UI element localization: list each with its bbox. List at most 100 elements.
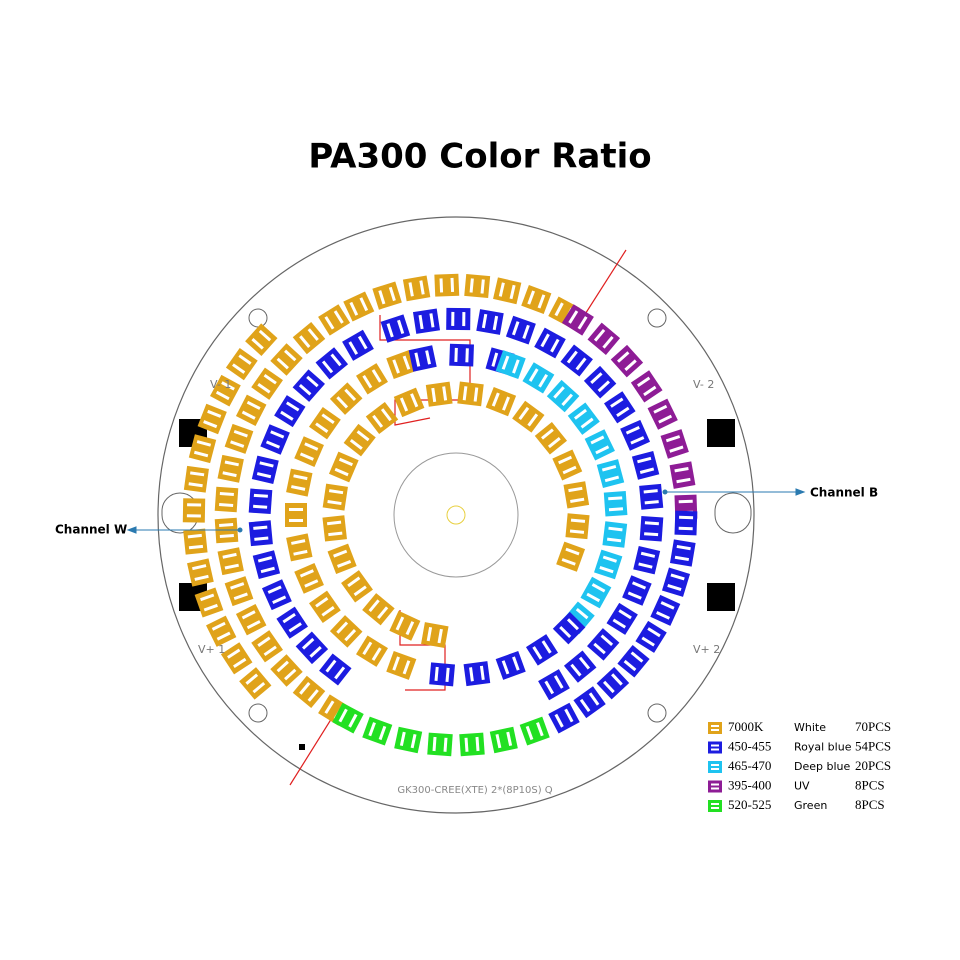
led-stripe (260, 566, 275, 574)
led (328, 451, 359, 483)
led-body (596, 666, 630, 700)
led-stripe (644, 532, 659, 537)
led-body (362, 593, 395, 626)
led-stripe (284, 668, 297, 681)
legend-swatch (708, 722, 722, 734)
led-stripe (644, 521, 659, 526)
led-stripe (219, 523, 234, 527)
led-stripe (462, 386, 468, 401)
led-stripe (437, 628, 443, 644)
led-body (610, 344, 644, 378)
led-stripe (257, 382, 271, 394)
led (446, 307, 471, 331)
led-stripe (665, 435, 681, 443)
led (341, 570, 373, 603)
led-stripe (241, 410, 256, 420)
led-stripe (368, 722, 376, 737)
led-body (217, 547, 244, 576)
led-stripe (232, 363, 246, 374)
led-stripe (405, 621, 415, 636)
led-stripe (676, 544, 691, 551)
legend-code: 395-400 (728, 777, 771, 792)
led-stripe (344, 629, 357, 642)
led-body (546, 379, 580, 413)
led-stripe (527, 290, 535, 305)
led-stripe (380, 408, 392, 422)
led-stripe (251, 337, 264, 350)
led (322, 483, 348, 511)
led-stripe (344, 388, 357, 401)
led-body (563, 650, 597, 683)
led-stripe (276, 660, 289, 673)
led-body (294, 436, 324, 467)
led-stripe (338, 457, 353, 467)
led-body (552, 611, 586, 645)
led (661, 567, 691, 597)
led-body (434, 273, 460, 297)
led-stripe (656, 611, 671, 620)
led (239, 667, 272, 700)
led-stripe (372, 414, 384, 428)
led-stripe (602, 336, 614, 349)
led-stripe (561, 558, 576, 566)
led-body (342, 329, 374, 361)
led-stripe (410, 393, 419, 408)
led-stripe (309, 645, 322, 658)
led-stripe (215, 390, 230, 401)
led-stripe (187, 503, 202, 507)
led-stripe (554, 302, 564, 317)
led-stripe (512, 359, 520, 374)
led (356, 635, 388, 667)
led-stripe (253, 525, 268, 530)
led-stripe (590, 372, 603, 385)
led-body (332, 702, 364, 734)
led-body (220, 642, 253, 675)
led-stripe (276, 357, 289, 370)
led-stripe (219, 534, 234, 538)
led-stripe (222, 471, 237, 478)
led (485, 386, 517, 417)
led-stripe (219, 503, 234, 507)
led-body (224, 576, 254, 607)
led-stripe (304, 579, 319, 588)
led-body (318, 304, 351, 336)
led-stripe (338, 708, 348, 723)
led (292, 675, 326, 709)
led-body (274, 395, 306, 428)
led-stripe (669, 445, 684, 453)
led-body (225, 347, 258, 381)
led-body (457, 381, 484, 407)
led-body (270, 343, 303, 376)
led-stripe (293, 474, 308, 481)
led-stripe (299, 682, 311, 695)
led-body (187, 558, 214, 587)
led (603, 491, 628, 517)
led-body (534, 327, 566, 359)
led-stripe (564, 708, 574, 723)
led (270, 654, 303, 687)
led-stripe (307, 689, 319, 702)
led-stripe (537, 294, 546, 309)
legend-count: 8PCS (855, 797, 885, 812)
legend-code: 450-455 (728, 738, 771, 753)
led-stripe (362, 641, 373, 656)
led-stripe (481, 313, 488, 329)
led-body (495, 650, 526, 680)
led-stripe (362, 374, 373, 389)
led-stripe (304, 442, 319, 451)
swatch-stripe (711, 803, 719, 805)
swatch-stripe (711, 748, 719, 751)
led-stripe (270, 430, 285, 439)
led (476, 309, 504, 335)
swatch-stripe (711, 744, 719, 747)
led-stripe (267, 585, 282, 594)
led-body (594, 549, 623, 580)
led-stripe (321, 413, 335, 424)
led-body (294, 563, 324, 594)
led-stripe (674, 555, 690, 562)
led (286, 468, 313, 497)
led-body (197, 403, 227, 435)
led-stripe (284, 349, 297, 362)
led-body (521, 285, 552, 314)
led-body (647, 398, 678, 430)
